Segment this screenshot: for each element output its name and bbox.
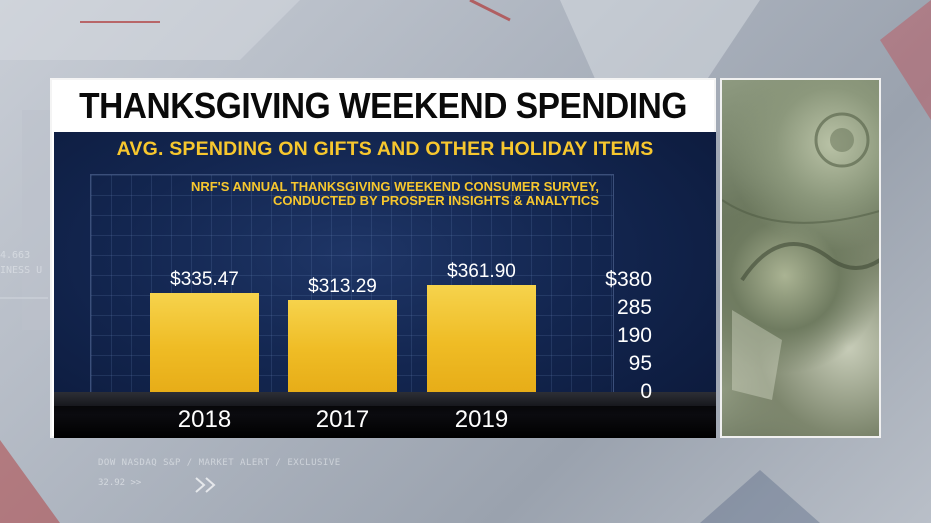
survey-note-line-2: CONDUCTED BY PROSPER INSIGHTS & ANALYTIC… xyxy=(272,193,599,208)
x-tick-label: 2018 xyxy=(177,406,232,433)
eagle-seal-icon xyxy=(722,112,879,400)
bar-2019 xyxy=(427,285,536,392)
y-tick-label: $380 xyxy=(605,268,652,291)
bar-value-label: $361.90 xyxy=(447,261,516,283)
dollar-bill-image xyxy=(720,78,881,438)
x-tick-label: 2017 xyxy=(315,406,370,433)
bar-value-label: $335.47 xyxy=(170,269,239,291)
background-ticker: 4.663 INESS U xyxy=(0,248,42,278)
y-tick-label: 0 xyxy=(640,380,652,403)
survey-note-line-1: NRF'S ANNUAL THANKSGIVING WEEKEND CONSUM… xyxy=(190,179,599,194)
chart-panel: THANKSGIVING WEEKEND SPENDING AVG. SPEND… xyxy=(50,78,716,438)
y-tick-label: 190 xyxy=(616,324,652,347)
x-axis-band: 2018 2017 2019 xyxy=(54,392,716,438)
chart-subtitle: AVG. SPENDING ON GIFTS AND OTHER HOLIDAY… xyxy=(116,138,654,160)
chart-title: THANKSGIVING WEEKEND SPENDING xyxy=(79,85,687,126)
y-tick-label: 285 xyxy=(616,296,652,319)
background-market-value: 32.92 >> xyxy=(98,478,142,488)
chart-area: AVG. SPENDING ON GIFTS AND OTHER HOLIDAY… xyxy=(54,132,716,438)
x-axis-strip xyxy=(54,392,716,406)
background-market-line: DOW NASDAQ S&P / MARKET ALERT / EXCLUSIV… xyxy=(98,458,341,468)
bar-2017 xyxy=(288,299,397,392)
y-tick-label: 95 xyxy=(628,352,652,375)
bar-value-label: $313.29 xyxy=(308,275,377,297)
background-ticker-line: INESS U xyxy=(0,265,43,276)
background-ticker-line: 4.663 xyxy=(0,250,31,261)
bar-2018 xyxy=(150,293,259,392)
x-tick-label: 2019 xyxy=(454,406,509,433)
